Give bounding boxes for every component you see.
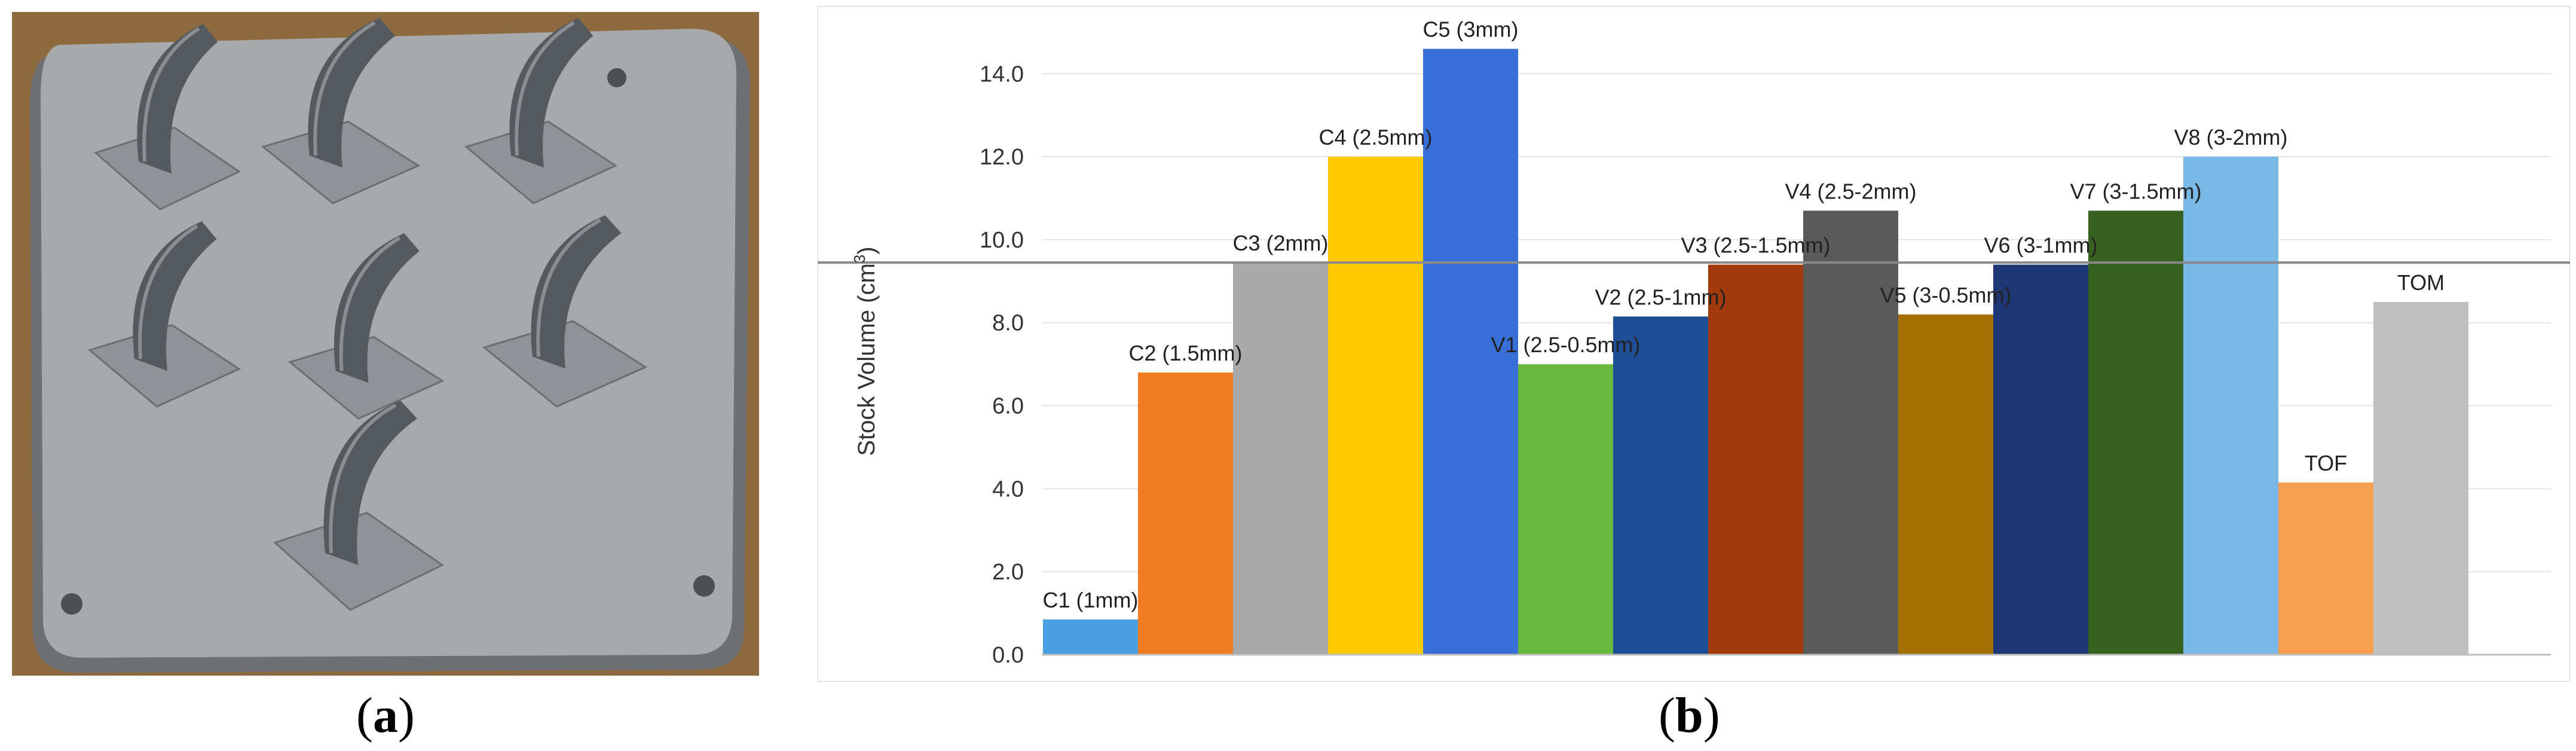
- data-label: C1 (1mm): [1043, 588, 1139, 612]
- data-label: V1 (2.5-0.5mm): [1491, 332, 1640, 357]
- blade-highlight: [536, 218, 601, 357]
- blade-highlight: [313, 21, 376, 156]
- bolt-hole-icon: [61, 593, 82, 615]
- blade-specimen: [87, 221, 241, 408]
- data-label: V3 (2.5-1.5mm): [1681, 233, 1830, 258]
- blade-airfoil: [334, 233, 420, 383]
- data-label: V8 (3-2mm): [2174, 125, 2287, 149]
- bar: [1708, 264, 1803, 655]
- bar: [2278, 482, 2373, 655]
- blade-airfoil: [308, 18, 395, 168]
- blade-airfoil: [137, 24, 218, 174]
- y-axis-title-main: Stock Volume (cm: [853, 263, 880, 456]
- data-label: C3 (2mm): [1233, 231, 1329, 255]
- bolt-hole-icon: [607, 68, 626, 87]
- bar: [1233, 262, 1328, 655]
- data-label: V2 (2.5-1mm): [1595, 285, 1726, 309]
- y-tick-label: 12.0: [980, 145, 1024, 170]
- bar: [1328, 157, 1423, 655]
- chart-panel: 0.0 2.0 4.0 6.0 8.0 10.0 12.0 14.0 C1 (1mm) C2 (…: [818, 6, 2570, 682]
- blade-specimen: [94, 24, 241, 210]
- stock-volume-bar-chart: 0.0 2.0 4.0 6.0 8.0 10.0 12.0 14.0 C1 (1mm) C2 (…: [818, 6, 2570, 682]
- bar: [1138, 373, 1233, 655]
- data-label: C4 (2.5mm): [1318, 125, 1432, 149]
- photo-panel: [12, 12, 759, 676]
- bar: [1993, 264, 2088, 655]
- specimen-plate-photo: [12, 12, 759, 676]
- bar: [1898, 314, 1993, 655]
- bars: [1043, 48, 2468, 655]
- blade-airfoil: [133, 221, 217, 371]
- y-tick-label: 10.0: [980, 228, 1024, 253]
- blade-specimen: [482, 215, 648, 408]
- data-label: V4 (2.5-2mm): [1785, 179, 1916, 203]
- data-label: TOM: [2397, 270, 2445, 295]
- bar: [2373, 302, 2468, 655]
- data-label: TOF: [2305, 451, 2347, 475]
- y-tick-label: 2.0: [992, 560, 1024, 585]
- data-label: C5 (3mm): [1423, 17, 1519, 42]
- y-axis-ticks: 0.0 2.0 4.0 6.0 8.0 10.0 12.0 14.0: [980, 62, 1024, 668]
- blade-highlight: [138, 224, 198, 359]
- blade-specimen: [464, 18, 618, 204]
- blade-highlight: [329, 404, 397, 554]
- specimen-group: [87, 18, 648, 611]
- y-axis-title: Stock Volume (cm3): [850, 246, 880, 456]
- data-label: C2 (1.5mm): [1128, 341, 1242, 365]
- y-tick-label: 4.0: [992, 477, 1024, 502]
- blade-airfoil: [509, 18, 593, 168]
- y-tick-label: 6.0: [992, 394, 1024, 419]
- bar: [1518, 364, 1613, 655]
- bar: [1803, 210, 1898, 655]
- blade-specimen: [273, 401, 444, 611]
- bar: [2183, 157, 2278, 655]
- bar: [1043, 619, 1138, 655]
- blade-specimen: [261, 18, 421, 204]
- blade-airfoil: [531, 215, 622, 369]
- blade-specimen: [287, 233, 445, 420]
- data-labels: C1 (1mm) C2 (1.5mm) C3 (2mm) C4 (2.5mm) C5 (…: [1043, 17, 2445, 612]
- y-tick-label: 0.0: [992, 643, 1024, 668]
- y-tick-label: 8.0: [992, 311, 1024, 336]
- blade-highlight: [339, 236, 401, 371]
- caption-b: (b): [1659, 688, 1720, 743]
- bar: [1423, 48, 1518, 655]
- bolt-hole-icon: [693, 575, 715, 597]
- blade-highlight: [515, 21, 575, 156]
- y-axis-title-suffix: ): [853, 246, 880, 254]
- bar: [2088, 210, 2183, 655]
- caption-a: (a): [356, 688, 415, 743]
- bar: [1613, 316, 1708, 655]
- blade-highlight: [142, 27, 200, 162]
- y-axis-title-superscript: 3: [850, 255, 868, 263]
- y-tick-label: 14.0: [980, 62, 1024, 87]
- data-label: V7 (3-1.5mm): [2070, 179, 2201, 203]
- data-label: V6 (3-1mm): [1984, 233, 2097, 258]
- blade-airfoil: [323, 401, 417, 565]
- data-label: V5 (3-0.5mm): [1880, 283, 2011, 307]
